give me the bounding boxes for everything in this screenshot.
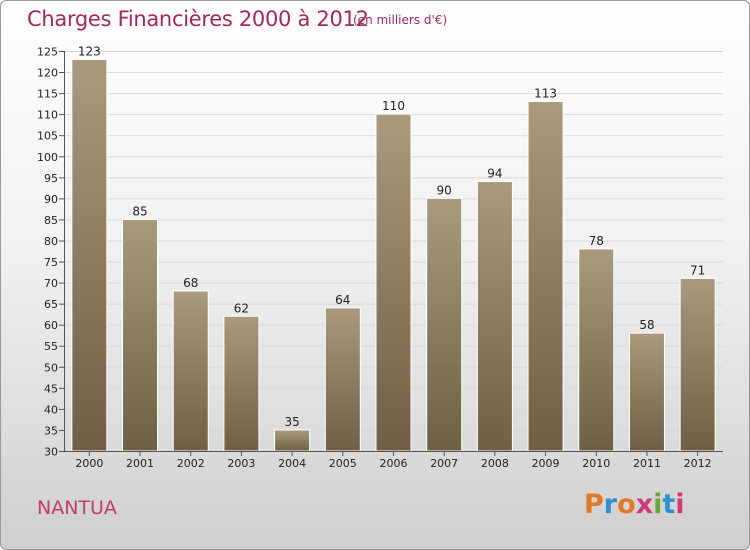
x-tick-label-2009: 2009	[532, 457, 560, 470]
y-tick-label: 90	[44, 193, 58, 206]
data-label-2006: 110	[382, 99, 405, 113]
y-tick-label: 40	[44, 403, 58, 416]
x-tick-label-2005: 2005	[329, 457, 357, 470]
place-name: NANTUA	[37, 497, 117, 519]
x-tick-label-2004: 2004	[278, 457, 306, 470]
y-tick-label: 120	[37, 67, 58, 80]
data-labels: 123 85 68 62 35 64 110 90 94 113 78 58 71	[78, 44, 705, 429]
bar-2006	[375, 113, 412, 452]
y-tick-label: 110	[37, 109, 58, 122]
data-label-2007: 90	[437, 183, 452, 197]
bar-2011	[628, 332, 665, 452]
logo-letter: i	[675, 489, 685, 520]
logo-letter: r	[603, 489, 618, 520]
bar-2009	[527, 101, 564, 452]
data-label-2003: 62	[234, 301, 249, 315]
y-axis: 30 35 40 45 50 55 60 65 70 75 80 85 90 95 100 105 110 115…	[37, 46, 65, 459]
data-label-2004: 35	[284, 415, 299, 429]
y-tick-label: 100	[37, 151, 58, 164]
x-tick-label-2011: 2011	[633, 457, 661, 470]
x-tick-label-2006: 2006	[380, 457, 408, 470]
data-label-2001: 85	[132, 204, 147, 218]
y-tick-label: 30	[44, 446, 58, 459]
x-tick-label-2002: 2002	[177, 457, 205, 470]
x-tick-label-2012: 2012	[684, 457, 712, 470]
y-tick-label: 50	[44, 361, 58, 374]
y-tick-label: 60	[44, 319, 58, 332]
bar-2003	[223, 315, 260, 452]
data-label-2000: 123	[78, 44, 101, 58]
x-tick-label-2001: 2001	[126, 457, 154, 470]
bar-2001	[122, 218, 159, 452]
y-tick-label: 65	[44, 298, 58, 311]
x-tick-label-2000: 2000	[75, 457, 103, 470]
x-axis: 2000 2001 2002 2003 2004 2005 2006 2007 2008 2009…	[64, 451, 723, 470]
logo-letter: t	[662, 489, 676, 520]
bar-2002	[172, 290, 209, 452]
data-label-2009: 113	[534, 87, 557, 101]
data-label-2012: 71	[690, 263, 705, 277]
data-label-2005: 64	[335, 293, 350, 307]
logo-letter: o	[617, 489, 636, 520]
chart-title: Charges Financières 2000 à 2012	[27, 7, 369, 31]
logo-letter: i	[653, 489, 663, 520]
y-tick-label: 75	[44, 256, 58, 269]
data-label-2002: 68	[183, 276, 198, 290]
logo-letter: x	[635, 489, 654, 520]
y-tick-label: 105	[37, 130, 58, 143]
y-tick-label: 95	[44, 172, 58, 185]
bar-2012	[679, 277, 716, 452]
y-tick-label: 85	[44, 214, 58, 227]
bar-2004	[274, 429, 311, 452]
data-label-2008: 94	[487, 167, 502, 181]
x-tick-label-2007: 2007	[430, 457, 458, 470]
logo-letter: P	[584, 489, 604, 520]
y-tick-label: 35	[44, 424, 58, 437]
x-tick-label-2003: 2003	[227, 457, 255, 470]
proxiti-logo: Proxiti	[584, 489, 685, 520]
data-label-2010: 78	[589, 234, 604, 248]
data-label-2011: 58	[639, 318, 654, 332]
bar-2008	[476, 181, 513, 452]
bar-2005	[324, 307, 361, 452]
x-tick-label-2008: 2008	[481, 457, 509, 470]
y-tick-label: 55	[44, 340, 58, 353]
x-tick-label-2010: 2010	[582, 457, 610, 470]
bar-2007	[426, 197, 463, 452]
y-tick-label: 115	[37, 88, 58, 101]
y-tick-label: 45	[44, 382, 58, 395]
y-tick-label: 70	[44, 277, 58, 290]
bars	[71, 58, 716, 452]
bar-2000	[71, 58, 108, 452]
chart-subtitle: (en milliers d'€)	[353, 13, 448, 27]
y-tick-label: 125	[37, 46, 58, 59]
bar-2010	[578, 248, 615, 452]
y-tick-label: 80	[44, 235, 58, 248]
